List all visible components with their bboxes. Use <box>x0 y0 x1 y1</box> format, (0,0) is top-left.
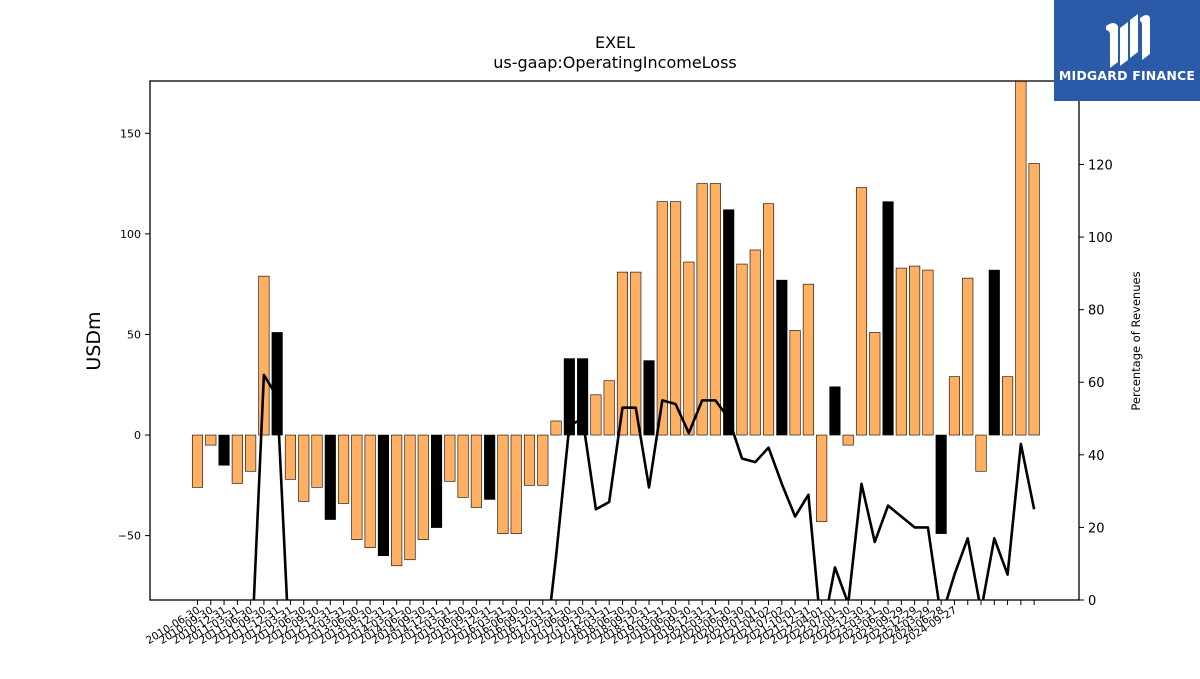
bar <box>324 434 336 520</box>
bar <box>351 434 363 540</box>
bar <box>909 265 921 436</box>
bar <box>311 434 323 488</box>
bar <box>762 203 775 436</box>
bar <box>377 434 389 557</box>
bar <box>962 277 974 436</box>
bar <box>298 434 310 502</box>
bar <box>577 358 589 436</box>
logo-wordmark: MIDGARD FINANCE <box>1058 68 1196 83</box>
bar <box>882 201 894 436</box>
bar <box>205 434 217 446</box>
bar <box>191 434 204 488</box>
y-axis-label: USDm <box>83 311 105 370</box>
bar <box>550 420 562 436</box>
bar <box>523 434 536 486</box>
bar <box>497 434 509 534</box>
chart-subtitle: us-gaap:OperatingIncomeLoss <box>493 53 737 72</box>
bar <box>258 275 270 436</box>
chart-title: EXEL <box>595 33 635 52</box>
bar <box>444 434 456 482</box>
bar <box>338 434 350 504</box>
bar <box>470 434 482 508</box>
bar <box>1002 376 1014 436</box>
bar <box>869 332 881 436</box>
y-tick-label: 100 <box>120 228 141 241</box>
bar <box>776 279 788 436</box>
plot-frame <box>149 80 1080 601</box>
y2-tick-label: 0 <box>1088 594 1096 609</box>
bar <box>948 376 961 436</box>
bar <box>457 434 469 498</box>
percentage-line <box>252 373 1036 600</box>
bar <box>749 249 761 436</box>
y2-tick-label: 60 <box>1088 376 1105 391</box>
bar <box>231 434 243 484</box>
bar <box>802 283 814 436</box>
bar <box>404 434 416 561</box>
bar <box>484 434 496 500</box>
y2-tick-label: 120 <box>1088 158 1113 173</box>
y-tick-label: −50 <box>118 530 141 543</box>
bar <box>829 386 841 436</box>
y2-tick-label: 80 <box>1088 304 1105 319</box>
y-tick-label: 50 <box>127 328 141 341</box>
bar <box>630 271 642 436</box>
bar <box>816 434 828 522</box>
bar <box>988 269 1000 436</box>
bar <box>656 201 668 436</box>
bar <box>723 209 735 436</box>
y-tick-label: 0 <box>134 429 141 442</box>
midgard-monogram-icon <box>1106 14 1150 68</box>
bar <box>683 261 695 436</box>
bar <box>603 380 615 436</box>
bar <box>709 183 721 436</box>
midgard-finance-logo: MIDGARD FINANCE <box>1054 0 1200 101</box>
bar <box>284 434 297 480</box>
bar <box>430 434 443 528</box>
bar <box>842 434 854 446</box>
bar <box>696 183 708 436</box>
bar <box>1015 81 1027 436</box>
bar <box>391 434 403 567</box>
bar <box>975 434 987 472</box>
bar <box>510 434 522 534</box>
y2-tick-label: 40 <box>1088 449 1105 464</box>
bar <box>789 330 801 436</box>
bar <box>895 267 907 436</box>
y2-axis-label: Percentage of Revenues <box>1129 271 1143 410</box>
bar <box>218 434 230 466</box>
bar <box>922 269 934 436</box>
bar <box>855 187 868 436</box>
bar <box>417 434 429 540</box>
bar <box>590 394 602 436</box>
y2-tick-label: 20 <box>1088 521 1105 536</box>
y2-tick-label: 100 <box>1088 231 1113 246</box>
bar <box>1028 163 1040 436</box>
bar <box>364 434 376 548</box>
bar <box>245 434 257 472</box>
y-tick-label: 150 <box>120 127 141 140</box>
bar <box>271 332 283 436</box>
bar <box>537 434 549 486</box>
bar <box>670 201 682 436</box>
bar <box>643 360 655 436</box>
bar <box>736 263 748 436</box>
bar <box>935 434 947 534</box>
bar <box>616 271 629 436</box>
